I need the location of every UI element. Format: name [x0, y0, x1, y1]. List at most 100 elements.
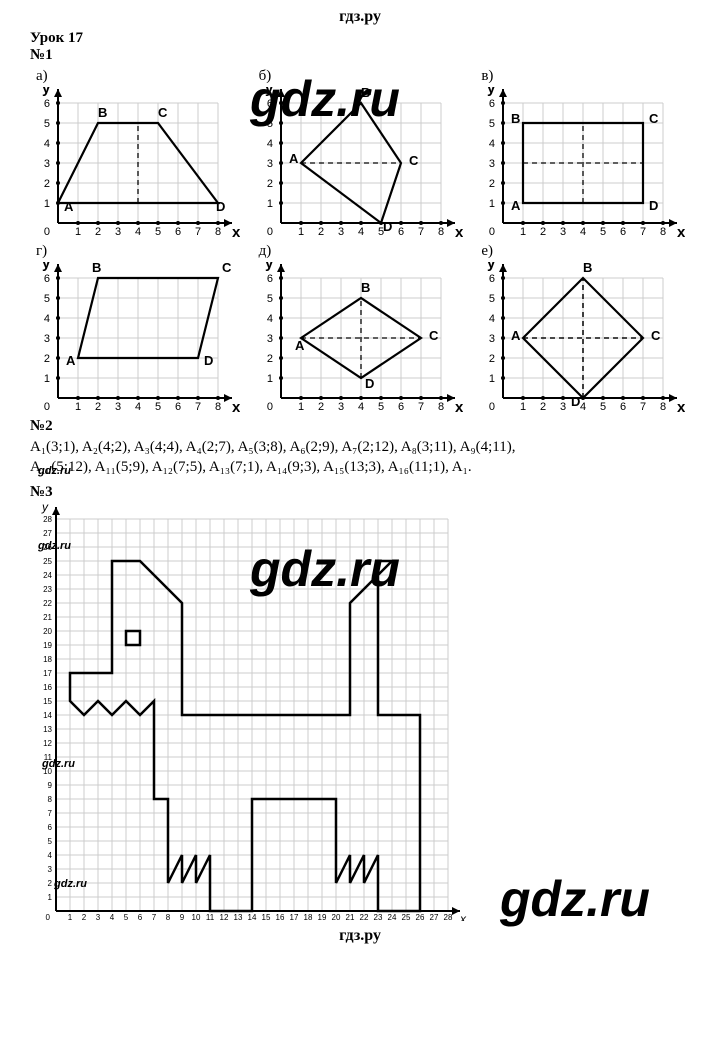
svg-text:y: y — [42, 87, 51, 97]
svg-text:D: D — [383, 219, 392, 234]
svg-text:3: 3 — [560, 226, 566, 237]
svg-text:A: A — [289, 151, 299, 166]
svg-text:2: 2 — [95, 226, 101, 237]
svg-text:4: 4 — [135, 226, 141, 237]
task-3-chart: 1234567891011121314151617181920212223242… — [30, 501, 470, 921]
svg-text:5: 5 — [124, 913, 129, 921]
site-brand-top: гдз.ру — [30, 8, 690, 26]
svg-text:2: 2 — [95, 401, 101, 412]
svg-text:6: 6 — [44, 98, 50, 110]
svg-text:y: y — [487, 262, 496, 272]
svg-text:8: 8 — [48, 795, 53, 804]
svg-text:1: 1 — [520, 401, 526, 412]
svg-text:6: 6 — [267, 273, 273, 285]
svg-text:6: 6 — [489, 273, 495, 285]
svg-text:14: 14 — [248, 913, 257, 921]
svg-text:5: 5 — [155, 226, 161, 237]
svg-text:16: 16 — [43, 683, 52, 692]
svg-text:7: 7 — [418, 226, 424, 237]
svg-text:25: 25 — [43, 557, 52, 566]
svg-text:8: 8 — [660, 226, 666, 237]
svg-text:2: 2 — [489, 178, 495, 190]
svg-text:9: 9 — [48, 781, 53, 790]
svg-text:B: B — [511, 111, 520, 126]
svg-text:5: 5 — [48, 837, 53, 846]
svg-text:A: A — [295, 338, 305, 353]
svg-text:5: 5 — [600, 401, 606, 412]
svg-text:4: 4 — [44, 313, 50, 325]
svg-text:21: 21 — [346, 913, 355, 921]
svg-text:C: C — [222, 262, 232, 275]
svg-text:2: 2 — [318, 226, 324, 237]
svg-text:10: 10 — [192, 913, 201, 921]
svg-text:x: x — [677, 399, 685, 412]
task-2-heading: №2 — [30, 418, 690, 435]
svg-text:13: 13 — [43, 725, 52, 734]
svg-text:28: 28 — [43, 515, 52, 524]
svg-text:5: 5 — [155, 401, 161, 412]
svg-text:D: D — [649, 198, 658, 213]
svg-text:5: 5 — [378, 401, 384, 412]
svg-text:27: 27 — [430, 913, 439, 921]
svg-text:2: 2 — [318, 401, 324, 412]
svg-text:x: x — [232, 399, 240, 412]
chart-b: б) 123456781234560xyABCD — [253, 68, 468, 237]
svg-text:7: 7 — [195, 401, 201, 412]
svg-text:A: A — [511, 198, 521, 213]
svg-text:7: 7 — [418, 401, 424, 412]
svg-text:x: x — [455, 399, 463, 412]
svg-text:y: y — [41, 501, 49, 514]
svg-text:2: 2 — [540, 226, 546, 237]
task-3-heading: №3 — [30, 484, 690, 501]
svg-text:24: 24 — [43, 571, 52, 580]
svg-text:0: 0 — [44, 401, 50, 412]
svg-text:1: 1 — [75, 401, 81, 412]
svg-text:B: B — [98, 105, 107, 120]
svg-text:8: 8 — [166, 913, 171, 921]
site-brand-bottom: гдз.ру — [30, 927, 690, 945]
svg-text:3: 3 — [338, 226, 344, 237]
chart-d: д) 123456781234560xyABCD — [253, 243, 468, 412]
chart-e: е) 123456781234560xyABCD — [475, 243, 690, 412]
svg-text:27: 27 — [43, 529, 52, 538]
svg-text:3: 3 — [44, 158, 50, 170]
svg-text:3: 3 — [267, 333, 273, 345]
svg-text:3: 3 — [489, 333, 495, 345]
svg-text:D: D — [571, 394, 580, 409]
svg-text:4: 4 — [110, 913, 115, 921]
svg-text:9: 9 — [180, 913, 185, 921]
svg-text:4: 4 — [267, 313, 273, 325]
svg-text:5: 5 — [600, 226, 606, 237]
svg-text:B: B — [361, 280, 370, 295]
svg-text:11: 11 — [44, 753, 53, 762]
svg-text:4: 4 — [580, 401, 586, 412]
svg-text:5: 5 — [44, 118, 50, 130]
svg-text:4: 4 — [580, 226, 586, 237]
svg-text:1: 1 — [44, 198, 50, 210]
svg-text:10: 10 — [43, 767, 52, 776]
svg-text:12: 12 — [43, 739, 52, 748]
svg-text:23: 23 — [43, 585, 52, 594]
svg-text:2: 2 — [82, 913, 87, 921]
svg-text:6: 6 — [398, 226, 404, 237]
svg-text:13: 13 — [234, 913, 243, 921]
svg-text:22: 22 — [360, 913, 369, 921]
svg-text:D: D — [365, 376, 374, 391]
svg-text:3: 3 — [560, 401, 566, 412]
svg-text:18: 18 — [43, 655, 52, 664]
svg-text:21: 21 — [43, 613, 52, 622]
svg-text:3: 3 — [489, 158, 495, 170]
chart-d-label: д) — [259, 243, 468, 260]
svg-text:D: D — [204, 353, 213, 368]
svg-text:6: 6 — [44, 273, 50, 285]
svg-text:3: 3 — [115, 226, 121, 237]
coords-line-2: A₁₀(5;12), A₁₁(5;9), A₁₂(7;5), A₁₃(7;1),… — [30, 459, 472, 475]
svg-text:24: 24 — [388, 913, 397, 921]
svg-text:15: 15 — [262, 913, 271, 921]
svg-text:3: 3 — [44, 333, 50, 345]
chart-g-label: г) — [36, 243, 245, 260]
svg-text:7: 7 — [48, 809, 53, 818]
svg-text:A: A — [66, 353, 76, 368]
svg-text:7: 7 — [152, 913, 157, 921]
chart-g: г) 123456781234560xyABCD — [30, 243, 245, 412]
